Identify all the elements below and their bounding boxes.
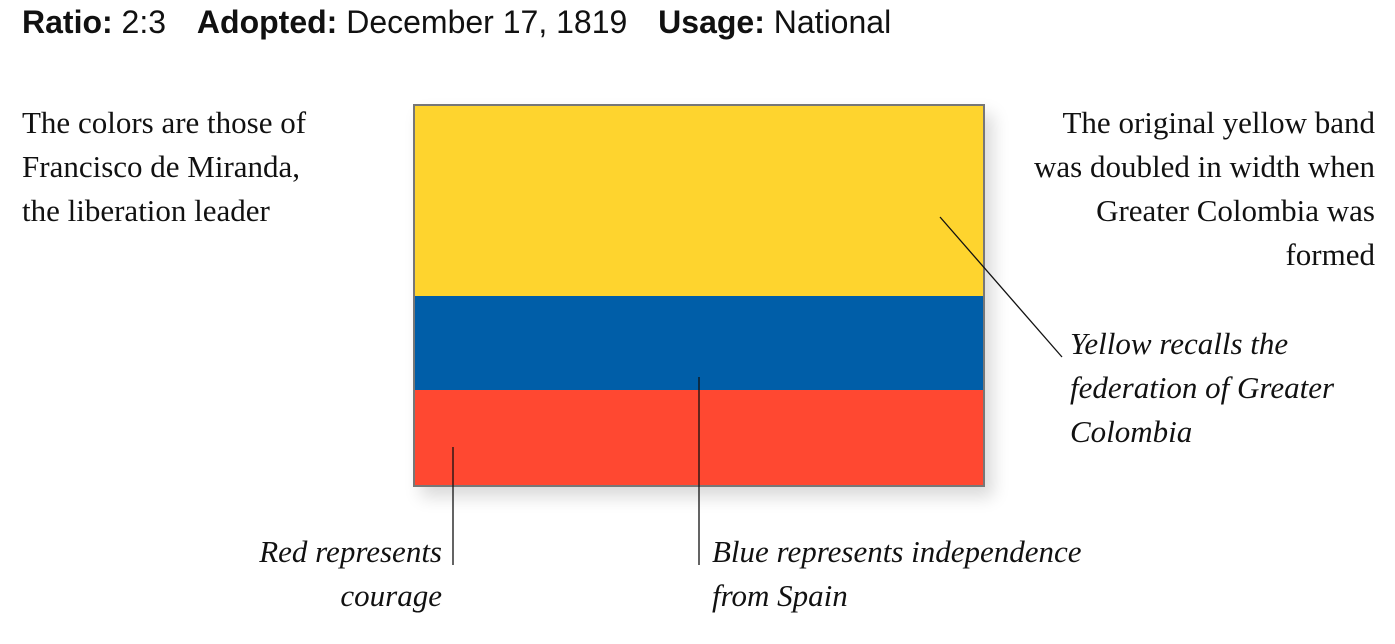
adopted-value: December 17, 1819 (346, 4, 628, 40)
yellow-band (415, 106, 983, 296)
blue-band (415, 295, 983, 391)
ratio-label: Ratio: (22, 4, 113, 40)
yellow-band-history-note: The original yellow band was doubled in … (1034, 105, 1375, 272)
adopted-label: Adopted: (196, 4, 338, 40)
blue-meaning-note: Blue represents independence from Spain (712, 534, 1082, 613)
yellow-meaning-note: Yellow recalls the federation of Greater… (1070, 326, 1335, 449)
colombia-flag (413, 104, 985, 487)
red-meaning-note: Red represents courage (259, 534, 442, 613)
yellow-leader-line (939, 216, 1063, 358)
colors-origin-note: The colors are those of Francisco de Mir… (22, 105, 307, 228)
usage-label: Usage: (658, 4, 765, 40)
flag-info-header: Ratio: 2:3 Adopted: December 17, 1819 Us… (22, 4, 891, 41)
ratio-value: 2:3 (121, 4, 167, 40)
usage-value: National (773, 4, 892, 40)
